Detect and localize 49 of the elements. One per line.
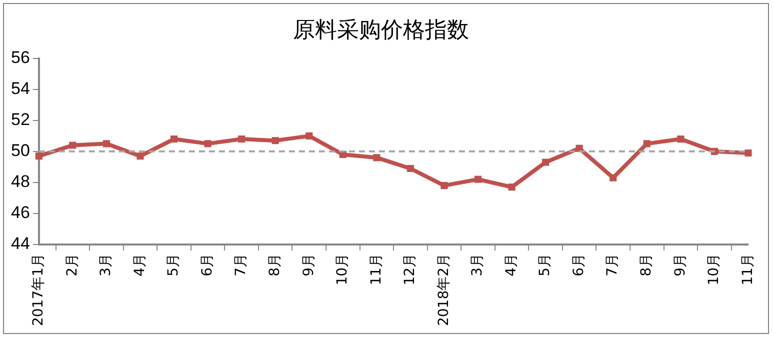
x-tick-label: 3月 <box>470 253 486 276</box>
x-tick-label: 11月 <box>740 253 756 286</box>
x-tick-label: 9月 <box>672 253 688 276</box>
x-tick-label: 6月 <box>199 253 216 276</box>
x-tick-label: 5月 <box>537 253 554 276</box>
x-tick-label: 4月 <box>132 253 148 276</box>
x-tick-label: 2018年2月 <box>436 253 452 326</box>
x-tick-label: 2017年1月 <box>30 253 47 326</box>
x-tick-label: 9月 <box>300 253 317 276</box>
x-tick-label: 2月 <box>64 253 80 276</box>
point <box>35 152 42 160</box>
point <box>136 152 144 160</box>
point <box>204 140 212 148</box>
point <box>102 140 110 148</box>
y-tick-label: 54 <box>10 79 30 98</box>
x-tick-label: 8月 <box>638 253 655 276</box>
x-tick-label: 6月 <box>570 253 587 276</box>
point <box>238 135 246 143</box>
point <box>744 149 752 157</box>
point <box>610 174 617 182</box>
chart-title: 原料采购价格指数 <box>293 18 469 43</box>
x-tick-label: 7月 <box>233 253 250 276</box>
point <box>677 135 684 143</box>
point <box>440 182 448 190</box>
y-tick-label: 52 <box>10 110 30 130</box>
x-tick-label: 10月 <box>706 253 722 286</box>
x-tick-label: 4月 <box>503 253 520 276</box>
y-tick-label: 56 <box>10 48 30 68</box>
point <box>508 184 516 191</box>
y-tick-label: 48 <box>10 172 30 192</box>
point <box>406 164 414 172</box>
point <box>306 132 313 140</box>
point <box>373 154 380 162</box>
y-tick-label: 44 <box>10 234 30 254</box>
point <box>474 176 482 183</box>
point <box>542 158 550 166</box>
y-tick-label: 46 <box>10 203 30 222</box>
y-tick-label: 50 <box>10 141 30 160</box>
point <box>643 140 650 148</box>
point <box>272 137 279 144</box>
x-tick-label: 12月 <box>402 253 418 286</box>
x-tick-label: 11月 <box>368 253 384 286</box>
point <box>69 142 76 149</box>
point <box>170 135 178 143</box>
x-tick-label: 10月 <box>334 253 351 286</box>
x-tick-label: 8月 <box>266 253 283 276</box>
x-tick-label: 7月 <box>604 253 621 276</box>
x-tick-label: 5月 <box>166 253 182 276</box>
x-tick-label: 3月 <box>98 253 114 276</box>
